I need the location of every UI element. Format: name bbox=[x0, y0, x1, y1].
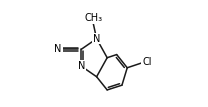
Text: N: N bbox=[78, 61, 85, 71]
Text: Cl: Cl bbox=[142, 57, 151, 68]
Text: N: N bbox=[93, 34, 100, 44]
Text: CH₃: CH₃ bbox=[85, 13, 103, 23]
Text: N: N bbox=[54, 44, 62, 54]
